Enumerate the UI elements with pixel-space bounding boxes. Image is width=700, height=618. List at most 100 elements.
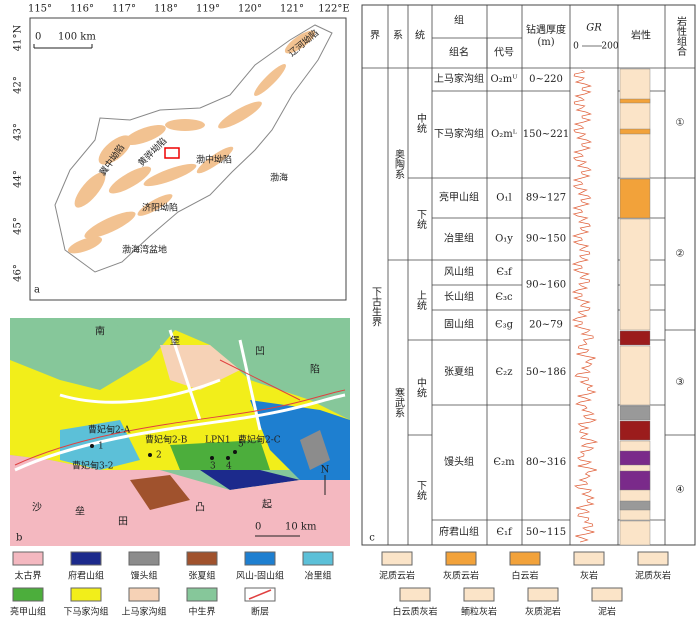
scale-label: 10 km <box>285 522 317 533</box>
lat-tick-label: 46° <box>13 264 24 282</box>
map-shape <box>300 430 330 470</box>
lithology-band <box>619 450 651 466</box>
thickness: 80~316 <box>526 457 566 468</box>
legend-label: 府君山组 <box>68 570 104 582</box>
panel-label: a <box>34 285 40 296</box>
lithology-band <box>619 520 651 546</box>
combination: ① <box>676 118 685 129</box>
lon-tick-label: 121° <box>280 4 304 15</box>
series-label: 下统 <box>415 480 427 500</box>
formation-code: Є₃g <box>495 320 514 331</box>
system-label: 奥陶系 <box>393 148 405 179</box>
legend-label: 泥岩 <box>598 606 616 618</box>
formation-name: 长山组 <box>444 290 474 303</box>
map-shape <box>84 211 136 239</box>
map-shape <box>137 194 173 216</box>
combination: ③ <box>676 377 685 388</box>
well-number: 2 <box>156 451 162 461</box>
place-label: 田 <box>118 517 128 528</box>
north-arrow: N <box>321 465 330 476</box>
legend-label: 鲕粒灰岩 <box>461 606 497 618</box>
scale-label: 100 km <box>58 32 96 43</box>
lithology-band <box>619 68 651 179</box>
legend-swatch <box>12 587 44 602</box>
combination: ④ <box>676 485 685 496</box>
map-shape <box>233 450 237 454</box>
map-shape <box>10 318 150 390</box>
legend-label: 断层 <box>251 606 269 618</box>
formation-code: Є₂m <box>493 457 515 468</box>
legend-label: 太古界 <box>14 570 41 582</box>
map-shape <box>90 444 237 460</box>
panel-label: c <box>369 533 375 544</box>
map-shape <box>67 30 316 254</box>
header: 组名 <box>449 46 469 59</box>
well-label: LPN1 <box>205 436 231 446</box>
formation-code: Є₃c <box>495 292 513 303</box>
thickness: 0~220 <box>529 74 563 85</box>
map-shape <box>98 135 132 165</box>
place-label: 凸 <box>195 502 205 514</box>
legend-label: 风山-固山组 <box>236 570 284 582</box>
place-label: 渤海 <box>270 172 288 184</box>
formation-name: 张夏组 <box>444 365 474 378</box>
legend-swatch <box>527 587 559 602</box>
formation-code: O₁l <box>496 193 511 204</box>
legend-swatch <box>244 551 276 566</box>
panel-a: 0 100 km 辽河坳陷 冀中坳陷 黄骅坳陷 渤中坳陷 渤海 济阳坳陷 渤海湾… <box>13 4 350 301</box>
series-label: 下统 <box>415 209 427 229</box>
legend-swatch <box>509 551 541 566</box>
system-label: 寒武系 <box>393 386 405 417</box>
lon-tick-label: 116° <box>70 4 94 15</box>
place-label: 渤中坳陷 <box>196 154 232 166</box>
legend-swatch <box>128 587 160 602</box>
lon-tick-label: 119° <box>196 4 220 15</box>
map-shape <box>200 470 300 490</box>
map-shape <box>238 339 262 431</box>
place-label: 凹 <box>255 347 265 358</box>
formation-code: Є₂z <box>496 367 513 378</box>
lithology-band <box>619 330 651 346</box>
map-shape <box>284 30 316 54</box>
legend-swatch <box>70 587 102 602</box>
lon-tick-label: 118° <box>154 4 178 15</box>
series-label: 中统 <box>415 376 427 397</box>
legend-swatch <box>12 551 44 566</box>
legend-label: 灰质泥岩 <box>525 606 561 618</box>
lon-tick-label: 120° <box>238 4 262 15</box>
lithology-band <box>619 470 651 491</box>
series-label: 中统 <box>415 112 427 133</box>
well-label: 曹妃甸2-A <box>88 424 131 436</box>
place-label: 起 <box>262 499 272 511</box>
thickness: 50~186 <box>526 367 566 378</box>
formation-code: Є₃f <box>496 267 513 278</box>
place-label: 陷 <box>310 363 320 376</box>
place-label: 济阳坳陷 <box>142 202 178 214</box>
legend-label: 上马家沟组 <box>121 606 166 618</box>
formation-code: O₁y <box>495 234 513 245</box>
series-label: 上统 <box>415 290 427 310</box>
formation-code: Є₁f <box>496 527 513 538</box>
map-shape <box>165 119 205 131</box>
legend-swatch <box>186 551 218 566</box>
formation-name: 亮甲山组 <box>439 191 479 204</box>
map-shape <box>226 456 230 460</box>
gr-curve <box>571 69 599 543</box>
formation-code: O₂mᴸ <box>491 129 518 140</box>
place-label: 堡 <box>170 335 180 348</box>
map-shape <box>14 329 346 472</box>
lithology-band <box>619 178 651 219</box>
lithology-band <box>619 405 651 421</box>
legend-swatch <box>591 587 623 602</box>
map-shape <box>164 147 180 159</box>
map-shape <box>218 101 262 129</box>
lithology-band <box>619 128 651 135</box>
map-shape <box>254 64 286 96</box>
header: 岩性 <box>631 29 651 42</box>
header: 0 <box>573 42 579 52</box>
combination: ② <box>676 249 685 260</box>
map-shape <box>168 329 202 421</box>
legend-swatch <box>186 587 218 602</box>
